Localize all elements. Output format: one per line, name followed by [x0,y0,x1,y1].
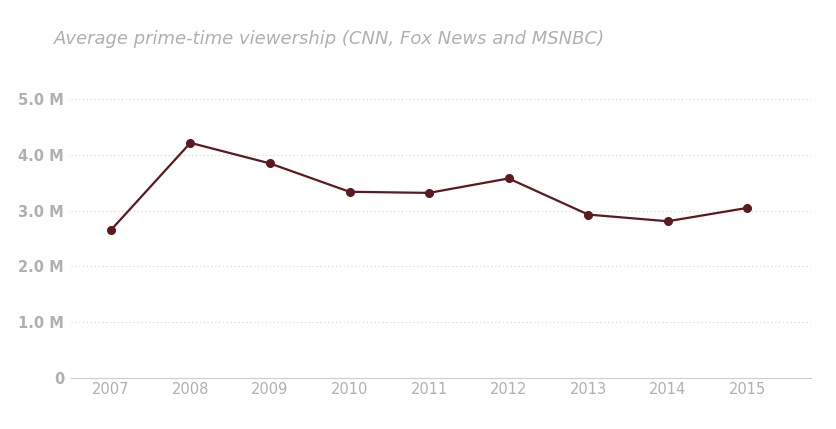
Text: Average prime-time viewership (CNN, Fox News and MSNBC): Average prime-time viewership (CNN, Fox … [54,30,605,48]
